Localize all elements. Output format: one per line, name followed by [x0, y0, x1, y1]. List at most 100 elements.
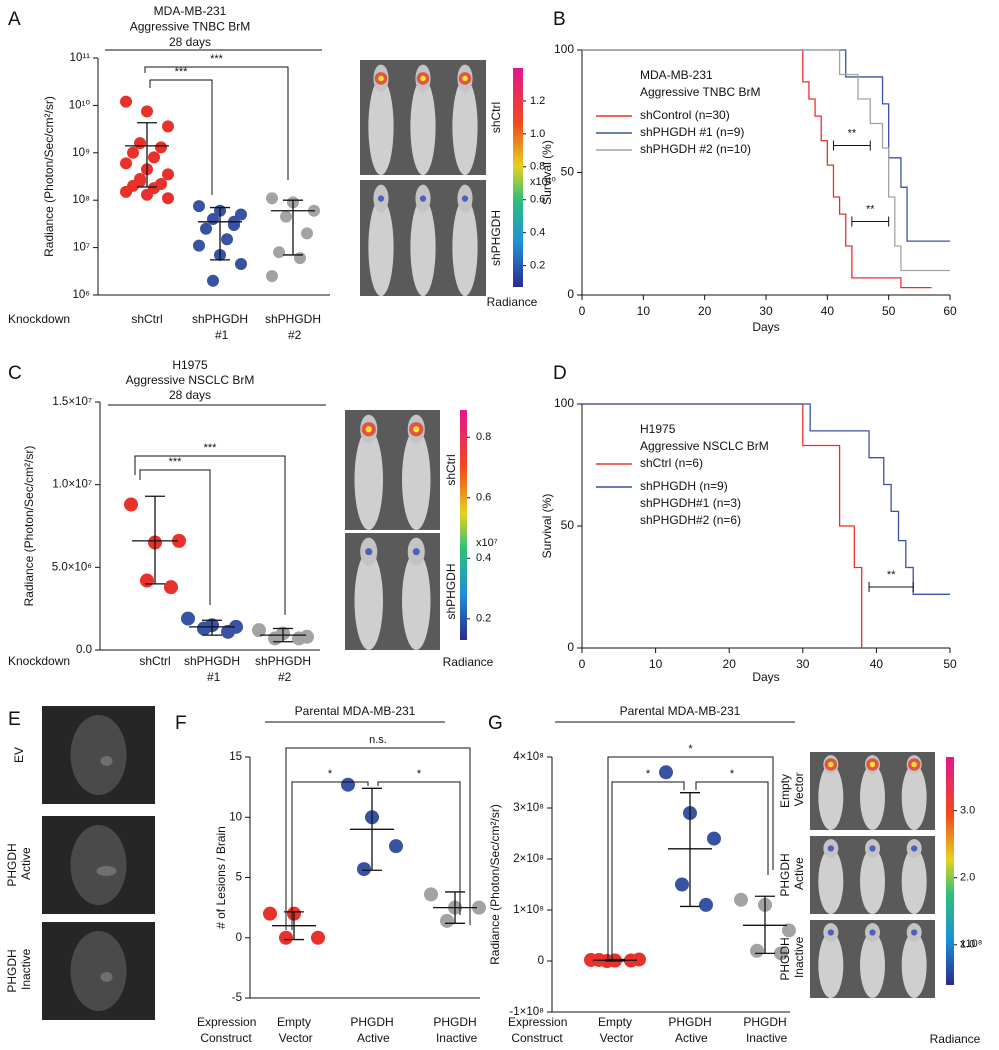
- x-tick-label: 60: [943, 304, 957, 318]
- data-point: [127, 146, 139, 159]
- image-row-label: shCtrl: [489, 102, 503, 133]
- x-tick-label: 40: [870, 657, 884, 671]
- x-tick-label: 50: [943, 657, 957, 671]
- colorbar-tick-label: 0.8: [476, 431, 491, 443]
- brain-signal: [100, 972, 113, 982]
- data-point: [266, 192, 278, 205]
- legend-label: shCtrl (n=6): [640, 456, 703, 470]
- significance-bracket: [377, 781, 461, 915]
- significance-label: **: [887, 569, 896, 581]
- significance-bracket: [832, 140, 871, 151]
- brain: [70, 715, 127, 795]
- signal: [869, 845, 876, 852]
- y-tick-label: 50: [561, 165, 575, 179]
- x-tick-label: 0: [579, 304, 586, 318]
- panel-letter: B: [553, 9, 566, 30]
- signal: [377, 195, 385, 202]
- data-point: [440, 913, 454, 928]
- significance-bracket: [134, 455, 286, 615]
- colorbar-label: Radiance: [487, 295, 538, 309]
- significance-label: *: [730, 768, 735, 780]
- legend-title: MDA-MB-231: [640, 68, 713, 82]
- colorbar-tick-label: 3.0: [960, 805, 975, 817]
- legend-label: shPHGDH (n=9): [640, 479, 728, 493]
- colorbar-tick-label: 2.0: [960, 872, 975, 884]
- signal: [827, 845, 834, 852]
- colorbar-tick-label: 0.4: [476, 552, 491, 564]
- image-row-label: Empty Vector: [778, 772, 806, 809]
- data-point: [221, 624, 235, 639]
- y-tick-label: 1.5×10⁷: [52, 396, 92, 408]
- legend-title: Aggressive TNBC BrM: [640, 85, 760, 99]
- image-row-label: shPHGDH: [444, 563, 458, 619]
- y-tick-label: 10⁸: [72, 194, 90, 206]
- signal: [827, 929, 834, 936]
- significance-bracket: [291, 781, 369, 930]
- data-point: [228, 218, 240, 231]
- colorbar-tick-label: 0.2: [530, 260, 545, 272]
- data-point: [134, 175, 146, 188]
- y-tick-label: 1×10⁸: [513, 904, 544, 916]
- colorbar-tick-label: 0.6: [530, 194, 545, 206]
- y-tick-label: 5.0×10⁶: [52, 561, 92, 573]
- y-tick-label: -1×10⁸: [509, 1006, 544, 1018]
- x-tick-label: shPHGDH #1: [192, 312, 248, 342]
- y-tick-label: 10¹⁰: [69, 99, 91, 111]
- data-point: [207, 274, 219, 287]
- legend-label: shControl (n=30): [640, 108, 730, 122]
- mouse: [452, 78, 478, 175]
- signal: [911, 761, 917, 768]
- colorbar-tick-label: 0.6: [476, 492, 491, 504]
- signal: [828, 761, 834, 768]
- mouse: [818, 848, 844, 914]
- y-axis-label: Survival (%): [540, 494, 554, 559]
- y-tick-label: 15: [229, 751, 242, 763]
- data-point: [141, 105, 153, 118]
- data-point: [120, 185, 132, 198]
- data-point: [148, 151, 160, 164]
- mouse: [410, 198, 436, 296]
- image-row-label: PHGDH Active: [5, 843, 33, 886]
- mouse: [818, 764, 844, 830]
- row-label: Knockdown: [8, 654, 70, 668]
- data-point: [750, 943, 764, 958]
- panel-letter: C: [8, 363, 22, 384]
- data-point: [294, 252, 306, 265]
- data-point: [162, 192, 174, 205]
- legend-note: shPHGDH#1 (n=3): [640, 496, 741, 510]
- mouse: [402, 551, 431, 650]
- data-point: [235, 258, 247, 271]
- significance-bracket: [868, 582, 914, 592]
- data-point: [124, 497, 138, 512]
- y-tick-label: 0: [567, 640, 574, 654]
- colorbar-tick-label: 1.0: [530, 128, 545, 140]
- survival-line: [582, 49, 950, 272]
- y-tick-label: 50: [561, 518, 575, 532]
- data-point: [120, 157, 132, 170]
- image-row-label: shPHGDH: [489, 210, 503, 266]
- data-point: [200, 222, 212, 235]
- y-axis-label: Survival (%): [540, 140, 554, 205]
- image-row-label: PHGDH Inactive: [778, 936, 806, 981]
- x-tick-label: 40: [821, 304, 835, 318]
- colorbar: [946, 757, 954, 985]
- chart-title: Aggressive TNBC BrM: [130, 20, 250, 34]
- signal: [365, 426, 372, 433]
- data-point: [134, 137, 146, 150]
- signal: [419, 195, 427, 202]
- chart-title: Aggressive NSCLC BrM: [126, 373, 255, 387]
- colorbar-label: Radiance: [443, 655, 494, 669]
- legend-label: shPHGDH #1 (n=9): [640, 125, 744, 139]
- data-point: [162, 120, 174, 133]
- y-tick-label: 2×10⁸: [513, 853, 544, 865]
- y-tick-label: 0: [567, 287, 574, 301]
- y-tick-label: 10: [229, 811, 242, 823]
- data-point: [279, 930, 293, 945]
- chart-title: MDA-MB-231: [154, 4, 227, 18]
- y-tick-label: 10¹¹: [70, 52, 91, 64]
- signal: [365, 548, 373, 556]
- image-row-label: PHGDH Inactive: [5, 948, 33, 993]
- significance-bracket: [851, 216, 890, 227]
- data-point: [252, 623, 266, 638]
- y-axis-label: # of Lesions / Brain: [214, 826, 228, 929]
